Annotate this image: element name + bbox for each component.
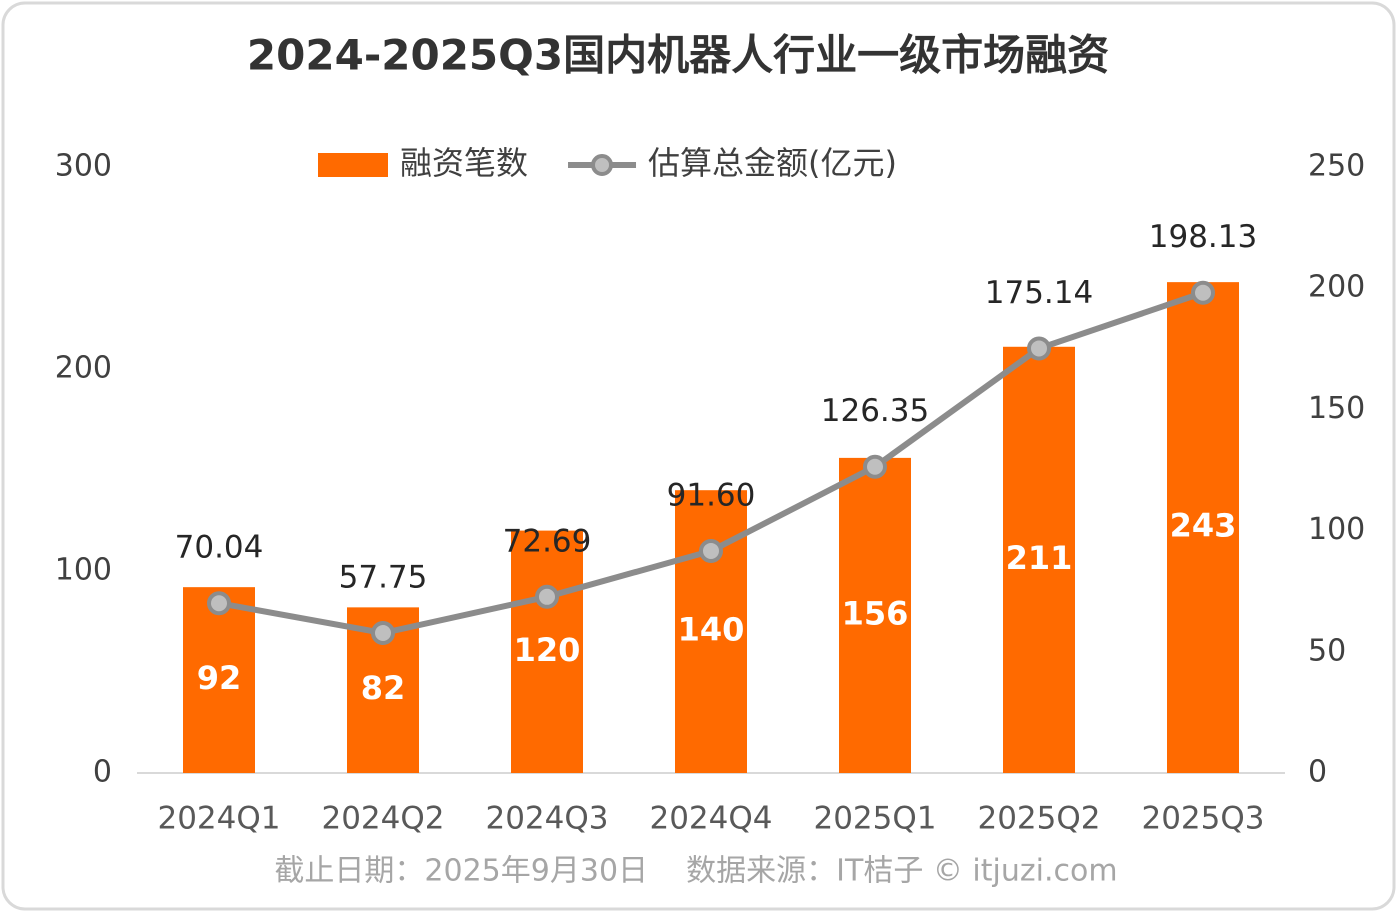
legend-swatch <box>318 153 388 177</box>
y2-tick-label: 0 <box>1308 755 1327 790</box>
line-marker <box>699 538 723 563</box>
line-value-label: 175.14 <box>985 275 1093 311</box>
footnote: 截止日期：2025年9月30日 数据来源：IT桔子 © itjuzi.com <box>274 854 1117 889</box>
bar-value-label: 92 <box>197 659 242 697</box>
line-value-label: 72.69 <box>503 523 592 559</box>
y2-tick-label: 200 <box>1308 270 1365 305</box>
line-marker <box>535 584 559 609</box>
x-tick-label: 2025Q3 <box>1141 801 1264 837</box>
y2-tick-label: 50 <box>1308 633 1346 668</box>
line-marker <box>371 621 395 646</box>
x-tick-label: 2024Q1 <box>157 801 280 837</box>
bar-value-label: 243 <box>1170 507 1237 545</box>
y-tick-label: 100 <box>55 553 112 588</box>
x-tick-label: 2024Q2 <box>321 801 444 837</box>
legend-marker <box>591 154 614 176</box>
y2-tick-label: 250 <box>1308 149 1365 184</box>
bar-value-label: 82 <box>361 669 406 707</box>
y2-tick-label: 150 <box>1308 391 1365 426</box>
line-value-label: 91.60 <box>667 477 756 513</box>
line-value-label: 198.13 <box>1149 219 1257 255</box>
y2-tick-label: 100 <box>1308 512 1365 547</box>
bar-value-label: 211 <box>1006 539 1073 577</box>
bar-value-label: 120 <box>514 631 581 669</box>
legend-label: 估算总金额(亿元) <box>648 144 897 182</box>
x-tick-label: 2024Q3 <box>485 801 608 837</box>
y-tick-label: 300 <box>55 149 112 184</box>
x-tick-label: 2024Q4 <box>649 801 772 837</box>
line-value-label: 126.35 <box>821 393 929 429</box>
y-tick-label: 200 <box>55 351 112 386</box>
bar <box>511 530 583 773</box>
bar <box>1167 282 1239 773</box>
y-tick-label: 0 <box>93 755 112 790</box>
bar-value-label: 140 <box>678 611 745 649</box>
bar <box>1003 346 1075 773</box>
x-tick-label: 2025Q2 <box>977 801 1100 837</box>
bar <box>183 587 255 773</box>
chart-title: 2024-2025Q3国内机器人行业一级市场融资 <box>247 31 1109 80</box>
line-value-label: 57.75 <box>339 560 428 596</box>
line-value-label: 70.04 <box>175 530 264 566</box>
line-marker <box>207 591 231 616</box>
line-marker <box>1191 280 1215 305</box>
legend-label: 融资笔数 <box>400 144 528 182</box>
bar-value-label: 156 <box>842 594 909 632</box>
x-tick-label: 2025Q1 <box>813 801 936 837</box>
line-marker <box>863 454 887 479</box>
line-marker <box>1027 336 1051 361</box>
bar <box>839 457 911 773</box>
